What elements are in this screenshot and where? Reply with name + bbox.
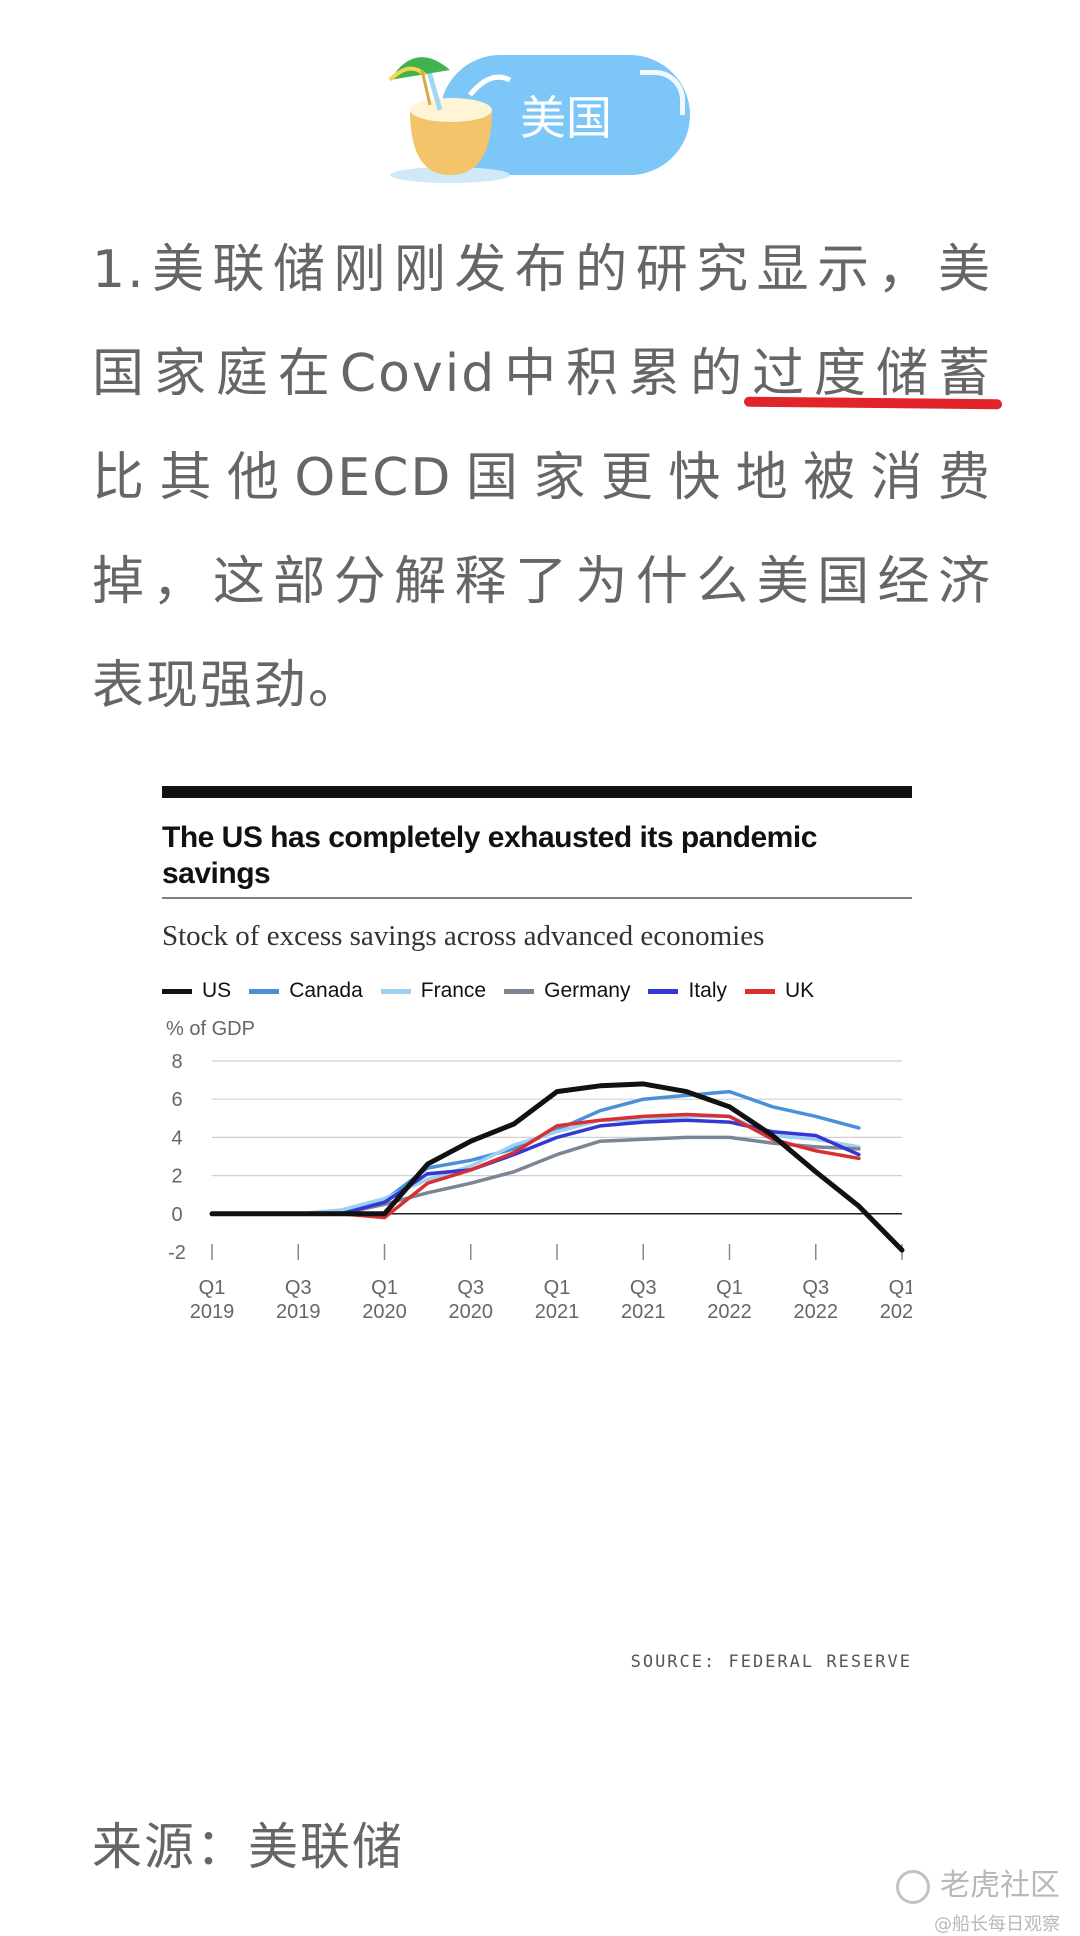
legend-label: UK	[784, 979, 815, 1002]
legend-swatch	[648, 988, 679, 994]
series-line-us	[209, 1081, 905, 1253]
legend-item: Italy	[648, 979, 727, 1003]
x-tick-label-year: 2021	[621, 1301, 666, 1323]
paragraph-line: 掉，这部分解释了为什么美国经济	[92, 552, 992, 612]
paragraph-line: 1.美联储刚刚发布的研究显示，美	[92, 240, 992, 300]
legend-label: Canada	[289, 979, 363, 1002]
x-tick-label-quarter: Q3	[285, 1277, 312, 1299]
legend-label: US	[202, 979, 232, 1002]
legend-label: France	[420, 979, 487, 1002]
chart-subtitle: Stock of excess savings across advanced …	[162, 920, 765, 952]
country-tag-label: 美国	[520, 91, 612, 145]
y-tick-label: 2	[171, 1166, 182, 1188]
paragraph-line: 表现强劲。	[92, 656, 363, 716]
legend-label: Italy	[688, 979, 727, 1002]
x-tick-label-quarter: Q3	[457, 1277, 484, 1299]
x-tick-label-year: 2020	[449, 1301, 494, 1323]
chart-title: The US has completely exhausted its pand…	[162, 821, 817, 890]
legend-swatch	[504, 988, 535, 994]
x-tick-label-quarter: Q1	[889, 1277, 912, 1299]
chart-top-rule	[162, 786, 912, 798]
red-underline-mark	[744, 396, 1003, 410]
paragraph-line-text: 国家庭在Covid中积累的	[92, 344, 753, 404]
underlined-phrase-text: 过度储蓄	[752, 344, 992, 404]
legend-item: Germany	[504, 979, 630, 1003]
legend-item: UK	[744, 979, 815, 1003]
y-axis-unit: % of GDP	[166, 1018, 255, 1040]
x-tick-label-year: 2019	[190, 1301, 235, 1323]
x-tick-label-year: 2023	[880, 1301, 912, 1323]
y-tick-label: -2	[168, 1242, 186, 1264]
legend-item: Canada	[249, 979, 363, 1003]
y-tick-label: 6	[171, 1089, 182, 1111]
legend-item: US	[162, 979, 231, 1003]
watermark-handle: @船长每日观察	[934, 1914, 1060, 1935]
watermark-logo-text: 老虎社区	[940, 1868, 1060, 1903]
watermark: 老虎社区 @船长每日观察	[896, 1860, 1060, 1936]
source-footnote: 来源：美联储	[92, 1818, 404, 1876]
y-tick-label: 0	[171, 1204, 182, 1226]
legend-label: Germany	[544, 979, 631, 1002]
x-tick-label-quarter: Q1	[544, 1277, 571, 1299]
y-tick-label: 4	[171, 1127, 182, 1149]
x-tick-label-quarter: Q3	[630, 1277, 657, 1299]
tiger-logo-icon	[896, 1869, 930, 1904]
legend-swatch	[380, 988, 411, 994]
x-tick-label-year: 2022	[707, 1301, 752, 1323]
legend-swatch	[162, 988, 192, 994]
x-tick-label-year: 2019	[276, 1301, 321, 1323]
x-tick-label-year: 2020	[362, 1301, 407, 1323]
legend-swatch	[249, 988, 280, 994]
watermark-logo: 老虎社区	[896, 1860, 1060, 1904]
x-tick-label-quarter: Q1	[199, 1277, 226, 1299]
paragraph-line: 国家庭在Covid中积累的过度储蓄	[92, 322, 1003, 426]
pill-highlight	[640, 70, 685, 115]
excess-savings-chart: 8 6 4 2 0 -2 Q1 2019 Q3 2019 Q1 2020 Q3 2020 Q1 2021 Q3 2…	[162, 786, 912, 1686]
x-tick-label-quarter: Q1	[716, 1277, 743, 1299]
legend-item: France	[380, 979, 487, 1003]
underlined-phrase: 过度储蓄	[744, 344, 1003, 410]
chart-source: SOURCE: FEDERAL RESERVE	[630, 1652, 912, 1672]
x-tick-label-quarter: Q3	[802, 1277, 829, 1299]
paragraph-line: 比其他OECD国家更快地被消费	[92, 448, 992, 508]
x-tick-label-quarter: Q1	[371, 1277, 398, 1299]
y-tick-label: 8	[171, 1051, 182, 1073]
coconut-drink-icon	[388, 57, 512, 183]
article-paragraph: 1.美联储刚刚发布的研究显示，美 国家庭在Covid中积累的过度储蓄 比其他OE…	[92, 218, 1003, 738]
chart-legend: US Canada France Germany Italy UK	[162, 976, 832, 1006]
x-tick-label-year: 2021	[535, 1301, 580, 1323]
x-tick-label-year: 2022	[794, 1301, 839, 1323]
chart-svg: 86420-2Q12019Q32019Q12020Q32020Q12021Q32…	[162, 786, 912, 1323]
legend-swatch	[744, 988, 775, 994]
